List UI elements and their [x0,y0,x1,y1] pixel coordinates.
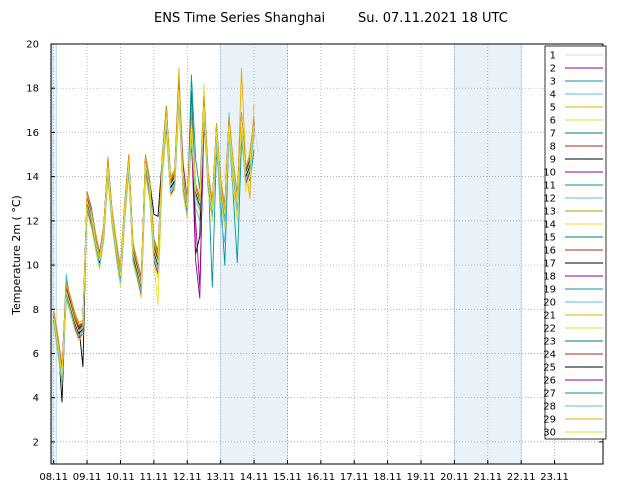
legend-label-6: 6 [550,116,556,127]
x-tick-label: 10.11 [106,472,135,483]
series-line-29 [53,83,255,372]
y-tick-label: 12 [26,216,39,227]
legend-label-23: 23 [543,337,556,348]
y-tick-label: 10 [26,261,39,272]
chart-title: ENS Time Series Shanghai [154,11,325,26]
y-tick-label: 14 [26,172,39,183]
x-tick-label: 17.11 [340,472,369,483]
y-axis-label: Temperature 2m ( °C) [10,195,23,316]
legend-label-9: 9 [550,155,556,166]
y-tick-label: 20 [26,40,39,51]
legend-label-30: 30 [543,428,556,439]
legend-label-7: 7 [550,129,556,140]
legend-label-22: 22 [543,324,556,335]
x-tick-label: 12.11 [173,472,202,483]
legend-label-17: 17 [543,259,556,270]
x-tick-label: 23.11 [540,472,569,483]
legend-label-15: 15 [543,233,556,244]
x-tick-label: 21.11 [473,472,502,483]
legend-label-4: 4 [550,90,556,101]
y-tick-label: 4 [33,393,39,404]
legend: 1234567891011121314151617181920212223242… [543,45,607,440]
x-tick-label: 22.11 [507,472,536,483]
legend-label-21: 21 [543,311,556,322]
x-tick-label: 20.11 [440,472,469,483]
y-tick-label: 18 [26,84,39,95]
shaded-day-band-1 [51,43,57,465]
x-tick-label: 15.11 [273,472,302,483]
legend-label-26: 26 [543,376,556,387]
legend-label-20: 20 [543,298,556,309]
legend-label-14: 14 [543,220,556,231]
legend-label-5: 5 [550,103,556,114]
legend-label-12: 12 [543,194,556,205]
y-tick-label: 6 [33,349,39,360]
x-tick-label: 13.11 [206,472,235,483]
legend-label-11: 11 [543,181,556,192]
x-tick-label: 14.11 [240,472,269,483]
legend-label-24: 24 [543,350,556,361]
series-lines [53,67,259,403]
legend-label-27: 27 [543,389,556,400]
legend-box [544,45,607,440]
x-tick-label: 16.11 [307,472,336,483]
legend-label-8: 8 [550,142,556,153]
x-tick-label: 09.11 [73,472,102,483]
legend-label-13: 13 [543,207,556,218]
legend-label-25: 25 [543,363,556,374]
legend-label-10: 10 [543,168,556,179]
legend-label-1: 1 [550,51,556,62]
x-tick-label: 19.11 [407,472,436,483]
x-tick-label: 08.11 [39,472,68,483]
x-tick-label: 18.11 [373,472,402,483]
legend-label-2: 2 [550,64,556,75]
y-tick-label: 16 [26,128,39,139]
legend-label-16: 16 [543,246,556,257]
legend-label-19: 19 [543,285,556,296]
series-line-30 [53,89,255,377]
x-tick-label: 11.11 [140,472,169,483]
chart-run-time: Su. 07.11.2021 18 UTC [358,11,508,26]
y-tick-label: 8 [33,305,39,316]
y-tick-label: 2 [33,437,39,448]
legend-label-28: 28 [543,402,556,413]
legend-label-3: 3 [550,77,556,88]
grid [51,43,603,464]
legend-label-29: 29 [543,415,556,426]
legend-label-18: 18 [543,272,556,283]
